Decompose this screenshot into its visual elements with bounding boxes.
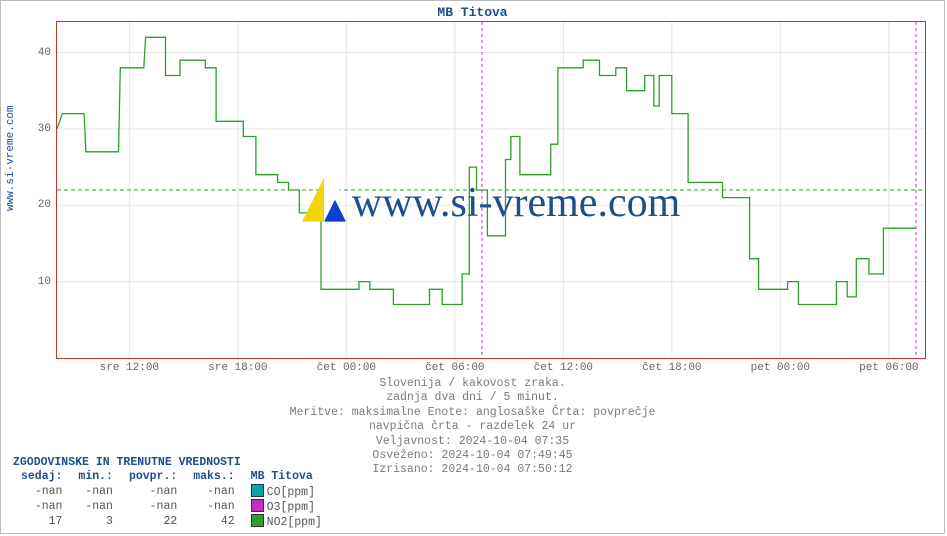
legend-row: -nan-nan-nan-nanCO[ppm] [13, 484, 330, 499]
legend-swatch [251, 484, 264, 497]
legend-series-name: NO2[ppm] [267, 516, 322, 529]
legend-swatch [251, 499, 264, 512]
legend-row: -nan-nan-nan-nanO3[ppm] [13, 499, 330, 514]
legend-cell-povpr: 22 [121, 514, 185, 529]
plot-area: www.si-vreme.com 10203040sre 12:00sre 18… [56, 21, 926, 359]
caption-line: Slovenija / kakovost zraka. [1, 377, 944, 391]
legend-head-sedaj: sedaj: [13, 470, 70, 484]
legend-cell-maks: -nan [185, 484, 242, 499]
legend-head-min: min.: [70, 470, 121, 484]
x-tick-label: čet 00:00 [317, 362, 376, 374]
y-tick-label: 30 [38, 123, 51, 135]
legend-cell-series: CO[ppm] [243, 484, 330, 499]
legend-block: ZGODOVINSKE IN TRENUTNE VREDNOSTI sedaj:… [13, 456, 330, 529]
legend-head-maks: maks.: [185, 470, 242, 484]
caption-line: Veljavnost: 2024-10-04 07:35 [1, 435, 944, 449]
chart-container: www.si-vreme.com MB Titova www.si-vreme.… [0, 0, 945, 534]
plot-svg [57, 22, 925, 358]
legend-title: ZGODOVINSKE IN TRENUTNE VREDNOSTI [13, 456, 330, 469]
x-tick-label: čet 06:00 [425, 362, 484, 374]
x-tick-label: čet 18:00 [642, 362, 701, 374]
y-tick-label: 10 [38, 276, 51, 288]
legend-cell-min: 3 [70, 514, 121, 529]
caption-line: navpična črta - razdelek 24 ur [1, 420, 944, 434]
legend-series-name: O3[ppm] [267, 501, 315, 514]
legend-cell-maks: 42 [185, 514, 242, 529]
legend-cell-sedaj: -nan [13, 499, 70, 514]
legend-cell-series: O3[ppm] [243, 499, 330, 514]
legend-head-povpr: povpr.: [121, 470, 185, 484]
legend-cell-povpr: -nan [121, 484, 185, 499]
chart-title: MB Titova [1, 5, 944, 20]
legend-cell-min: -nan [70, 484, 121, 499]
x-tick-label: sre 12:00 [100, 362, 159, 374]
legend-cell-min: -nan [70, 499, 121, 514]
caption-line: Meritve: maksimalne Enote: anglosaške Čr… [1, 406, 944, 420]
y-tick-label: 40 [38, 47, 51, 59]
legend-cell-series: NO2[ppm] [243, 514, 330, 529]
legend-series-name: CO[ppm] [267, 486, 315, 499]
caption-line: zadnja dva dni / 5 minut. [1, 391, 944, 405]
legend-cell-sedaj: 17 [13, 514, 70, 529]
legend-head-series: MB Titova [243, 470, 330, 484]
legend-table: sedaj: min.: povpr.: maks.: MB Titova -n… [13, 470, 330, 529]
x-tick-label: pet 00:00 [751, 362, 810, 374]
left-axis-label: www.si-vreme.com [5, 105, 17, 211]
legend-cell-maks: -nan [185, 499, 242, 514]
legend-row: 1732242 NO2[ppm] [13, 514, 330, 529]
legend-swatch [251, 514, 264, 527]
legend-cell-sedaj: -nan [13, 484, 70, 499]
legend-body: -nan-nan-nan-nanCO[ppm]-nan-nan-nan-nanO… [13, 484, 330, 529]
x-tick-label: pet 06:00 [859, 362, 918, 374]
x-tick-label: sre 18:00 [208, 362, 267, 374]
x-tick-label: čet 12:00 [534, 362, 593, 374]
legend-cell-povpr: -nan [121, 499, 185, 514]
y-tick-label: 20 [38, 199, 51, 211]
